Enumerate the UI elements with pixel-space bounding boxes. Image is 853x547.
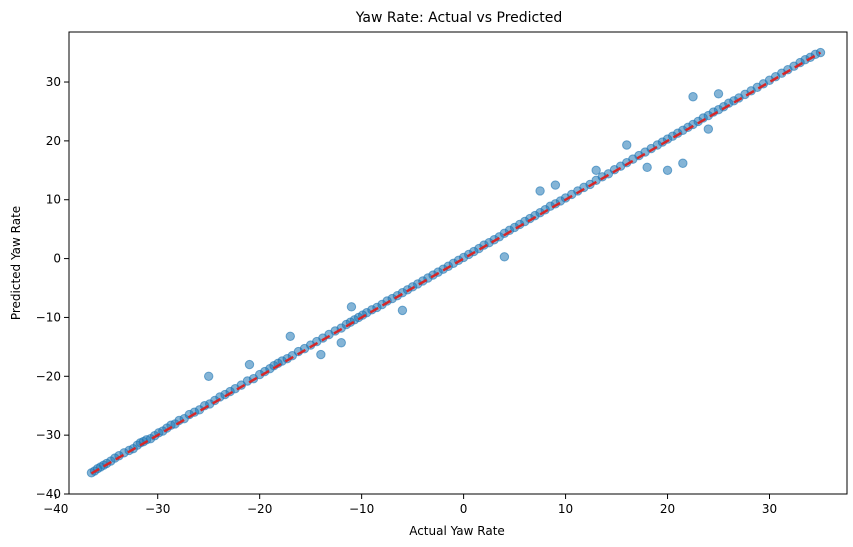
x-tick-label: 20 bbox=[660, 502, 675, 516]
reference-line-layer bbox=[90, 51, 822, 475]
outlier-point bbox=[346, 302, 357, 312]
y-tick-label: 30 bbox=[46, 75, 61, 89]
outlier-point bbox=[642, 162, 652, 173]
x-tick-label: 30 bbox=[762, 502, 777, 516]
x-tick-label: 10 bbox=[558, 502, 573, 516]
outlier-point bbox=[703, 124, 714, 134]
x-tick-label: −40 bbox=[43, 502, 68, 516]
y-axis-title: Predicted Yaw Rate bbox=[9, 206, 23, 320]
y-tick-label: −30 bbox=[36, 428, 61, 442]
y-tick-label: 0 bbox=[53, 252, 61, 266]
x-tick-label: −30 bbox=[145, 502, 170, 516]
x-axis-title: Actual Yaw Rate bbox=[409, 524, 505, 538]
plot-frame bbox=[68, 31, 848, 495]
outlier-point bbox=[678, 158, 688, 168]
outlier-point bbox=[535, 186, 545, 196]
y-tick-label: −40 bbox=[36, 487, 61, 501]
x-axis: −40 −30 −20 −10 0 10 20 30 bbox=[43, 494, 777, 516]
x-tick-label: −10 bbox=[349, 502, 374, 516]
outlier-point bbox=[285, 331, 295, 341]
outlier-point bbox=[244, 359, 255, 370]
outlier-point bbox=[550, 180, 561, 190]
y-tick-label: 20 bbox=[46, 134, 61, 148]
y-tick-label: 10 bbox=[46, 193, 61, 207]
y-axis: −40 −30 −20 −10 0 10 20 30 bbox=[36, 75, 69, 501]
outlier-point bbox=[499, 252, 510, 262]
x-tick-label: −20 bbox=[247, 502, 272, 516]
data-point bbox=[815, 47, 826, 58]
y-tick-label: −20 bbox=[36, 369, 61, 383]
outlier-point bbox=[203, 371, 214, 381]
outlier-point bbox=[591, 165, 601, 176]
outlier-point bbox=[397, 305, 408, 316]
reference-line bbox=[90, 51, 822, 475]
outlier-point bbox=[316, 349, 326, 360]
x-tick-label: 0 bbox=[460, 502, 468, 516]
outlier-point bbox=[622, 140, 632, 150]
outlier-point bbox=[688, 92, 698, 102]
outlier-point bbox=[713, 89, 724, 99]
y-tick-label: −10 bbox=[36, 310, 61, 324]
outlier-point bbox=[336, 338, 346, 348]
outlier-point bbox=[662, 165, 673, 176]
chart-title: Yaw Rate: Actual vs Predicted bbox=[355, 10, 562, 26]
